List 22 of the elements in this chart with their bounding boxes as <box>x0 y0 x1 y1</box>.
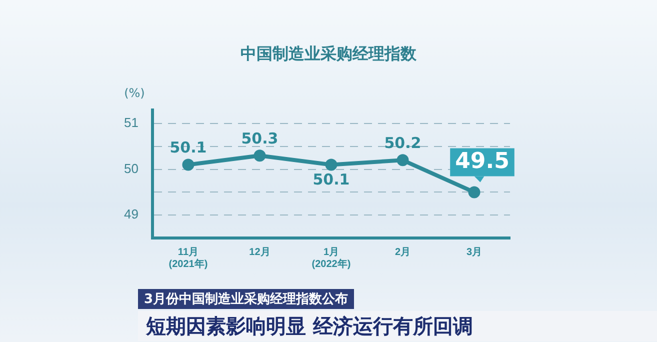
data-label: 50.3 <box>241 129 278 148</box>
x-tick-label: 3月 <box>466 246 482 258</box>
y-axis-title: (%) <box>124 86 145 100</box>
y-tick-label: 50 <box>124 160 138 176</box>
y-tick-label: 51 <box>124 115 138 130</box>
x-tick-label: 2月 <box>394 246 411 258</box>
y-tick-label: 49 <box>124 206 138 222</box>
data-label: 49.5 <box>455 148 510 174</box>
data-label: 50.1 <box>170 138 207 157</box>
text: 短期因素影响明显 经济运行有所回调 <box>138 311 657 341</box>
chart-title: 中国制造业采购经理指数 <box>240 44 418 65</box>
x-tick-label: 12月 <box>249 246 270 258</box>
data-label: 50.2 <box>384 134 422 152</box>
point <box>325 158 338 171</box>
data-label: 50.1 <box>312 170 350 189</box>
point <box>468 186 480 198</box>
text: 3月份中国制造业采购经理指数公布 <box>138 289 354 309</box>
point <box>182 158 194 171</box>
x-tick-label: 1月 (2022年) <box>312 246 351 270</box>
point <box>396 154 409 166</box>
point <box>254 150 266 162</box>
x-tick-label: 11月 (2021年) <box>168 246 208 270</box>
